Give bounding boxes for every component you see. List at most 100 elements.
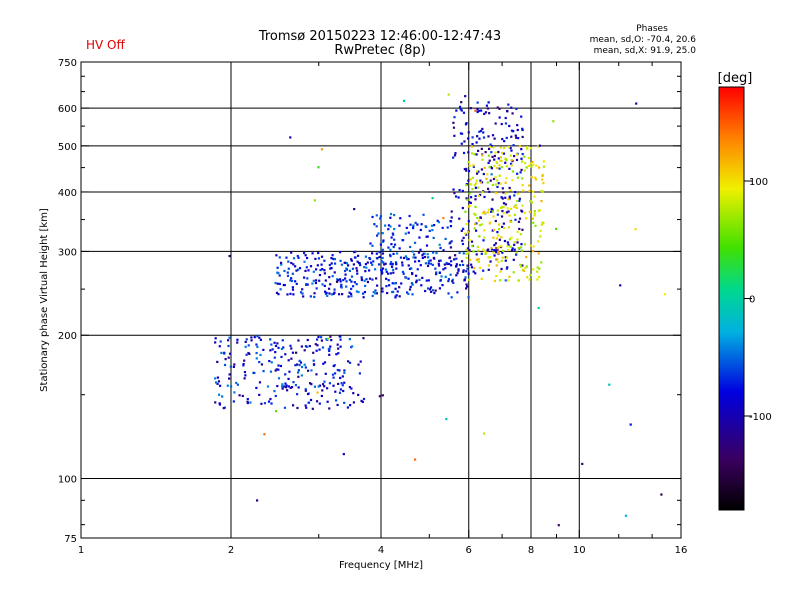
data-point <box>357 290 360 294</box>
data-point <box>345 285 348 288</box>
data-point <box>356 254 360 257</box>
data-point <box>473 227 476 230</box>
data-point <box>470 263 473 266</box>
data-point <box>462 269 465 272</box>
data-point <box>378 251 381 254</box>
data-point <box>303 276 306 279</box>
data-point <box>363 265 366 269</box>
data-point <box>405 226 408 230</box>
data-point <box>355 290 358 293</box>
data-point <box>474 186 477 189</box>
data-point <box>312 351 315 354</box>
data-point <box>480 168 484 171</box>
data-point <box>404 232 407 235</box>
data-point <box>474 223 477 226</box>
data-point <box>501 251 504 254</box>
data-point <box>504 122 508 125</box>
data-point <box>438 271 441 274</box>
data-point <box>440 275 443 278</box>
data-point <box>497 245 501 249</box>
data-point <box>467 272 470 275</box>
data-point <box>287 359 290 362</box>
data-point <box>439 246 442 250</box>
data-point <box>232 365 235 368</box>
data-point <box>292 404 295 407</box>
data-point <box>498 238 501 241</box>
data-point <box>465 169 468 172</box>
data-point <box>352 263 356 266</box>
data-point <box>227 344 230 348</box>
data-point <box>258 381 262 384</box>
data-point <box>482 269 485 272</box>
data-point <box>501 187 504 190</box>
data-point <box>529 273 532 277</box>
data-point <box>262 370 265 373</box>
data-point <box>467 205 471 208</box>
data-point <box>474 205 477 209</box>
data-point <box>330 257 333 260</box>
data-point <box>534 224 537 227</box>
data-point <box>424 289 427 293</box>
data-point <box>317 257 321 260</box>
data-point <box>357 363 360 366</box>
data-point <box>473 212 476 215</box>
data-point <box>488 112 491 115</box>
data-point <box>518 217 522 220</box>
data-point <box>472 165 475 168</box>
data-point <box>353 207 356 211</box>
data-point <box>497 182 500 185</box>
data-point <box>404 255 408 258</box>
data-point <box>396 290 399 293</box>
data-point <box>515 206 518 210</box>
data-point <box>294 364 297 367</box>
data-point <box>531 217 534 220</box>
data-point <box>214 401 217 404</box>
data-point <box>375 225 378 228</box>
data-point <box>317 385 320 388</box>
data-point <box>465 256 468 259</box>
data-point <box>448 256 452 259</box>
data-point <box>509 220 512 223</box>
data-point <box>352 401 356 404</box>
data-point <box>472 164 475 167</box>
data-point <box>395 267 398 270</box>
data-point <box>424 262 427 265</box>
data-point <box>371 244 374 247</box>
data-point <box>331 275 334 278</box>
data-point <box>301 288 304 291</box>
data-point <box>502 202 506 205</box>
data-point <box>411 293 414 296</box>
data-point <box>326 387 329 390</box>
data-point <box>533 195 536 198</box>
data-point <box>479 179 482 182</box>
data-point <box>228 377 231 380</box>
data-point <box>284 373 287 376</box>
data-point <box>493 279 497 283</box>
data-point <box>294 280 297 283</box>
data-point <box>356 260 359 263</box>
data-point <box>494 176 497 179</box>
data-point <box>387 246 390 249</box>
data-point <box>476 245 479 248</box>
data-point <box>498 107 501 110</box>
data-point <box>401 261 404 264</box>
data-point <box>476 149 480 152</box>
data-point <box>412 224 415 227</box>
data-point <box>468 249 471 252</box>
data-point <box>505 159 508 162</box>
data-point <box>409 223 412 226</box>
data-point <box>315 400 319 403</box>
data-point <box>471 188 474 191</box>
data-point <box>452 126 456 129</box>
data-point <box>313 385 316 388</box>
data-point <box>339 251 342 254</box>
data-point <box>411 283 414 286</box>
data-point <box>431 197 434 200</box>
data-point <box>246 398 249 401</box>
data-point <box>344 273 347 276</box>
data-point <box>439 259 442 262</box>
data-point <box>496 209 499 212</box>
data-point <box>464 210 467 213</box>
data-point <box>510 236 513 239</box>
data-point <box>308 344 311 348</box>
